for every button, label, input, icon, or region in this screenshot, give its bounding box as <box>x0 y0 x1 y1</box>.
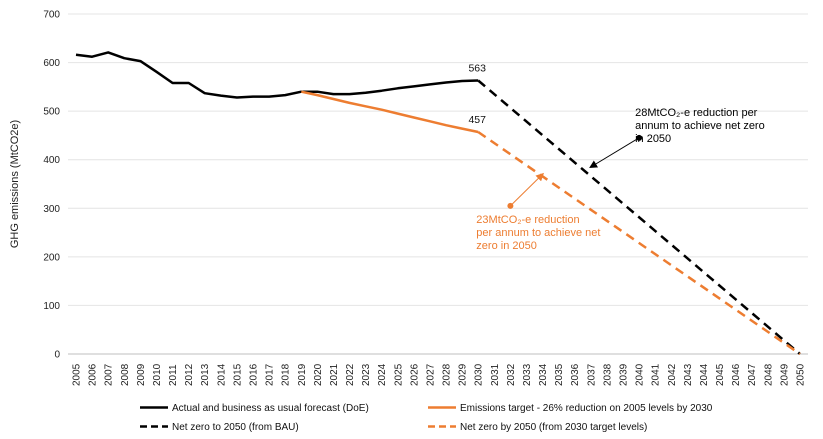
series-line <box>477 79 801 355</box>
x-tick-label: 2026 <box>409 363 420 386</box>
x-tick-label: 2047 <box>747 363 758 386</box>
legend-label: Actual and business as usual forecast (D… <box>172 403 369 414</box>
x-tick-label: 2041 <box>651 363 662 386</box>
x-tick-label: 2030 <box>474 363 485 386</box>
x-tick-label: 2014 <box>216 363 227 386</box>
gridlines <box>68 13 808 355</box>
x-tick-label: 2046 <box>731 363 742 386</box>
annotation-arrow <box>510 172 544 207</box>
x-tick-label: 2025 <box>393 363 404 386</box>
y-tick-label: 500 <box>43 107 60 118</box>
y-tick-label: 200 <box>43 252 60 263</box>
x-tick-label: 2028 <box>442 363 453 386</box>
y-tick-label: 700 <box>43 10 60 21</box>
annotations: 28MtCO₂-e reduction per annum to achieve … <box>476 107 764 252</box>
series-line <box>301 90 479 134</box>
x-tick-label: 2023 <box>361 363 372 386</box>
x-tick-label: 2034 <box>538 363 549 386</box>
x-tick-label: 2008 <box>120 363 131 386</box>
x-tick-label: 2022 <box>345 363 356 386</box>
x-tick-label: 2048 <box>763 363 774 386</box>
annotation-arrow <box>589 137 640 169</box>
y-axis-label: GHG emissions (MtCO2e) <box>9 120 21 248</box>
x-tick-label: 2039 <box>619 363 630 386</box>
x-tick-label: 2045 <box>715 363 726 386</box>
data-label: 457 <box>468 114 486 126</box>
annotation-text: 28MtCO₂-e reduction per annum to achieve … <box>635 107 765 145</box>
x-tick-label: 2040 <box>635 363 646 386</box>
x-tick-label: 2037 <box>586 363 597 386</box>
x-tick-label: 2012 <box>184 363 195 386</box>
y-axis-ticks: 0 100 200 300 400 500 600 700 <box>43 10 60 361</box>
x-tick-label: 2007 <box>104 363 115 386</box>
x-tick-label: 2044 <box>699 363 710 386</box>
y-tick-label: 400 <box>43 155 60 166</box>
x-tick-label: 2033 <box>522 363 533 386</box>
x-tick-label: 2005 <box>72 363 83 386</box>
legend: Actual and business as usual forecast (D… <box>140 403 713 433</box>
x-axis-ticks: 2005 2006 2007 2008 2009 2010 2011 2012 2013 2014… <box>72 363 807 386</box>
x-tick-label: 2009 <box>136 363 147 386</box>
x-tick-label: 2013 <box>200 363 211 386</box>
x-tick-label: 2027 <box>425 363 436 386</box>
annotation-dot <box>507 202 514 209</box>
x-tick-label: 2038 <box>602 363 613 386</box>
annotation-text: 23MtCO₂-e reduction per annum to achieve … <box>476 214 600 252</box>
annotation-dot <box>636 134 643 141</box>
series-line <box>75 51 479 99</box>
x-tick-label: 2049 <box>779 363 790 386</box>
y-tick-label: 100 <box>43 301 60 312</box>
x-tick-label: 2036 <box>570 363 581 386</box>
x-tick-label: 2015 <box>232 363 243 386</box>
x-tick-label: 2050 <box>795 363 806 386</box>
x-tick-label: 2021 <box>329 363 340 386</box>
legend-label: Emissions target - 26% reduction on 2005… <box>460 403 713 414</box>
series-lines <box>75 51 801 356</box>
legend-label: Net zero to 2050 (from BAU) <box>172 422 299 433</box>
x-tick-label: 2006 <box>88 363 99 386</box>
series-line <box>477 130 801 356</box>
legend-label: Net zero by 2050 (from 2030 target level… <box>460 422 647 433</box>
y-tick-label: 600 <box>43 58 60 69</box>
y-tick-label: 0 <box>54 350 60 361</box>
x-tick-label: 2024 <box>377 363 388 386</box>
x-tick-label: 2019 <box>297 363 308 386</box>
x-tick-label: 2043 <box>683 363 694 386</box>
x-tick-label: 2018 <box>281 363 292 386</box>
data-labels: 563 457 <box>468 63 486 126</box>
x-tick-label: 2011 <box>168 364 179 386</box>
x-tick-label: 2020 <box>313 363 324 386</box>
x-tick-label: 2016 <box>249 363 260 386</box>
x-tick-label: 2010 <box>152 363 163 386</box>
x-tick-label: 2032 <box>506 363 517 386</box>
x-tick-label: 2042 <box>667 363 678 386</box>
x-tick-label: 2029 <box>458 363 469 386</box>
x-tick-label: 2035 <box>554 363 565 386</box>
x-tick-label: 2017 <box>265 363 276 386</box>
y-tick-label: 300 <box>43 204 60 215</box>
x-tick-label: 2031 <box>490 363 501 386</box>
data-label: 563 <box>468 63 486 75</box>
